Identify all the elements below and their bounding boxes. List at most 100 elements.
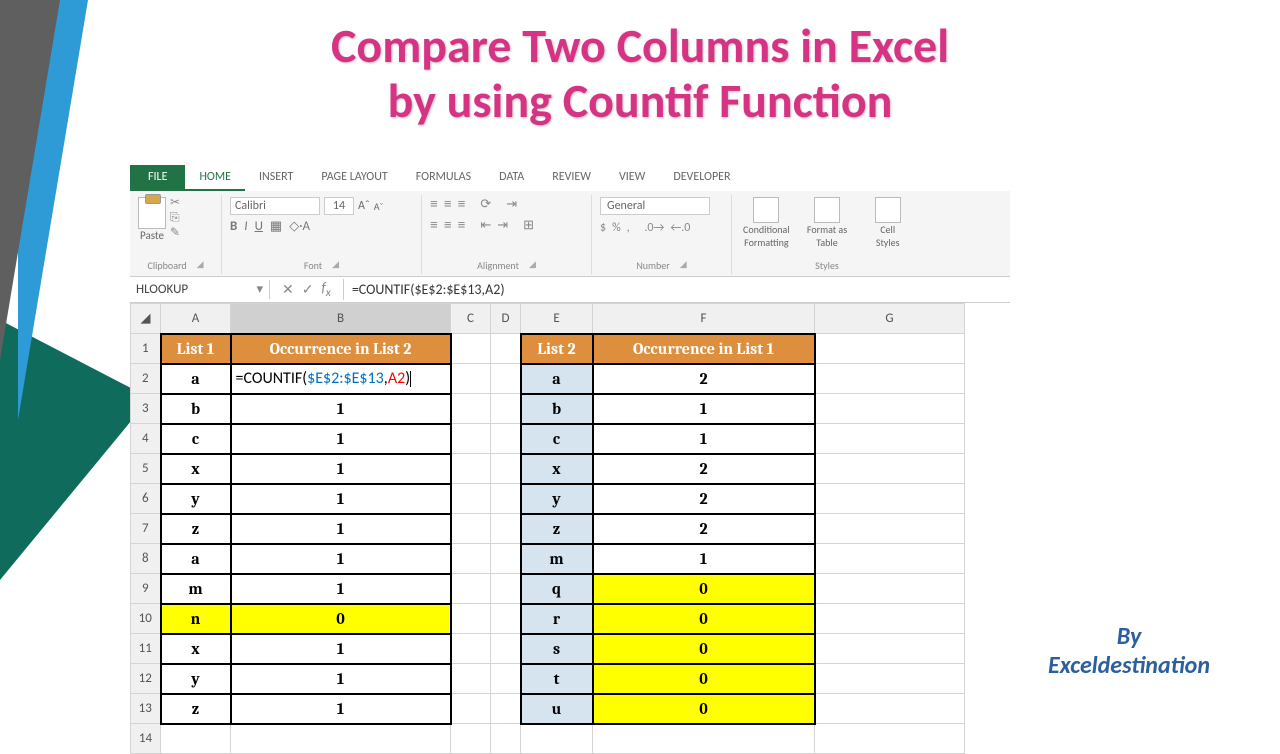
row-header-13[interactable]: 13 — [131, 694, 161, 724]
cell-A7[interactable]: z — [161, 514, 231, 544]
tab-developer[interactable]: DEVELOPER — [659, 165, 744, 191]
cell-A6[interactable]: y — [161, 484, 231, 514]
cell-A14[interactable] — [161, 724, 231, 754]
cell-A11[interactable]: x — [161, 634, 231, 664]
row-header-5[interactable]: 5 — [131, 454, 161, 484]
cell-E4[interactable]: c — [521, 424, 593, 454]
cell-D14[interactable] — [491, 724, 521, 754]
tab-pagelayout[interactable]: PAGE LAYOUT — [307, 165, 401, 191]
tab-file[interactable]: FILE — [130, 165, 185, 191]
format-painter-icon[interactable]: ✎ — [170, 227, 180, 239]
format-as-table-button[interactable]: Format asTable — [801, 197, 854, 249]
cell-A13[interactable]: z — [161, 694, 231, 724]
cell-E8[interactable]: m — [521, 544, 593, 574]
cell-G7[interactable] — [815, 514, 965, 544]
cell-C1[interactable] — [451, 334, 491, 364]
cell-B7[interactable]: 1 — [231, 514, 451, 544]
cell-D4[interactable] — [491, 424, 521, 454]
cell-F6[interactable]: 2 — [593, 484, 815, 514]
row-header-1[interactable]: 1 — [131, 334, 161, 364]
select-all-corner[interactable]: ◢ — [131, 304, 161, 334]
cell-B13[interactable]: 1 — [231, 694, 451, 724]
cell-G4[interactable] — [815, 424, 965, 454]
cell-G2[interactable] — [815, 364, 965, 394]
cell-C13[interactable] — [451, 694, 491, 724]
cell-F10[interactable]: 0 — [593, 604, 815, 634]
cell-B3[interactable]: 1 — [231, 394, 451, 424]
cell-G8[interactable] — [815, 544, 965, 574]
cell-A12[interactable]: y — [161, 664, 231, 694]
cell-B2-editing[interactable]: =COUNTIF($E$2:$E$13,A2) — [231, 364, 451, 394]
cell-B8[interactable]: 1 — [231, 544, 451, 574]
cell-D9[interactable] — [491, 574, 521, 604]
cut-icon[interactable]: ✂ — [170, 197, 180, 209]
col-header-G[interactable]: G — [815, 304, 965, 334]
row-header-14[interactable]: 14 — [131, 724, 161, 754]
cell-D1[interactable] — [491, 334, 521, 364]
cell-B14[interactable] — [231, 724, 451, 754]
cell-F1[interactable]: Occurrence in List 1 — [593, 334, 815, 364]
col-header-A[interactable]: A — [161, 304, 231, 334]
cell-F3[interactable]: 1 — [593, 394, 815, 424]
cell-F8[interactable]: 1 — [593, 544, 815, 574]
cell-E13[interactable]: u — [521, 694, 593, 724]
cell-C7[interactable] — [451, 514, 491, 544]
row-header-8[interactable]: 8 — [131, 544, 161, 574]
cell-C12[interactable] — [451, 664, 491, 694]
font-size-selector[interactable]: 14 — [324, 197, 354, 215]
cell-styles-button[interactable]: CellStyles — [861, 197, 914, 249]
cell-A5[interactable]: x — [161, 454, 231, 484]
tab-data[interactable]: DATA — [485, 165, 538, 191]
cell-E11[interactable]: s — [521, 634, 593, 664]
cell-C6[interactable] — [451, 484, 491, 514]
underline-button[interactable]: U — [255, 219, 263, 234]
cell-C14[interactable] — [451, 724, 491, 754]
cell-B5[interactable]: 1 — [231, 454, 451, 484]
conditional-formatting-button[interactable]: ConditionalFormatting — [740, 197, 793, 249]
cell-G13[interactable] — [815, 694, 965, 724]
cell-D12[interactable] — [491, 664, 521, 694]
cell-B1[interactable]: Occurrence in List 2 — [231, 334, 451, 364]
cell-D3[interactable] — [491, 394, 521, 424]
tab-home[interactable]: HOME — [185, 165, 245, 191]
cell-B6[interactable]: 1 — [231, 484, 451, 514]
cell-E7[interactable]: z — [521, 514, 593, 544]
formula-input[interactable]: =COUNTIF($E$2:$E$13,A2) — [344, 279, 1010, 300]
cell-G12[interactable] — [815, 664, 965, 694]
cell-F9[interactable]: 0 — [593, 574, 815, 604]
cell-D2[interactable] — [491, 364, 521, 394]
cell-G6[interactable] — [815, 484, 965, 514]
cell-B12[interactable]: 1 — [231, 664, 451, 694]
fill-color-button[interactable]: ◇·A — [289, 219, 310, 234]
row-header-4[interactable]: 4 — [131, 424, 161, 454]
cell-D8[interactable] — [491, 544, 521, 574]
tab-review[interactable]: REVIEW — [538, 165, 605, 191]
cell-D13[interactable] — [491, 694, 521, 724]
cell-E6[interactable]: y — [521, 484, 593, 514]
cell-D11[interactable] — [491, 634, 521, 664]
cell-E3[interactable]: b — [521, 394, 593, 424]
italic-button[interactable]: I — [244, 219, 247, 234]
copy-icon[interactable]: ⎘ — [170, 212, 180, 224]
cell-C9[interactable] — [451, 574, 491, 604]
cell-E14[interactable] — [521, 724, 593, 754]
cell-F13[interactable]: 0 — [593, 694, 815, 724]
cell-C10[interactable] — [451, 604, 491, 634]
cell-E9[interactable]: q — [521, 574, 593, 604]
cell-D6[interactable] — [491, 484, 521, 514]
cell-A9[interactable]: m — [161, 574, 231, 604]
cell-F7[interactable]: 2 — [593, 514, 815, 544]
paste-button[interactable]: Paste — [138, 197, 166, 242]
row-header-6[interactable]: 6 — [131, 484, 161, 514]
cell-B10[interactable]: 0 — [231, 604, 451, 634]
cell-G9[interactable] — [815, 574, 965, 604]
cell-G10[interactable] — [815, 604, 965, 634]
cell-F4[interactable]: 1 — [593, 424, 815, 454]
cell-A8[interactable]: a — [161, 544, 231, 574]
cell-B4[interactable]: 1 — [231, 424, 451, 454]
cell-C2[interactable] — [451, 364, 491, 394]
cell-E12[interactable]: t — [521, 664, 593, 694]
tab-view[interactable]: VIEW — [605, 165, 659, 191]
cell-A10[interactable]: n — [161, 604, 231, 634]
cell-E10[interactable]: r — [521, 604, 593, 634]
